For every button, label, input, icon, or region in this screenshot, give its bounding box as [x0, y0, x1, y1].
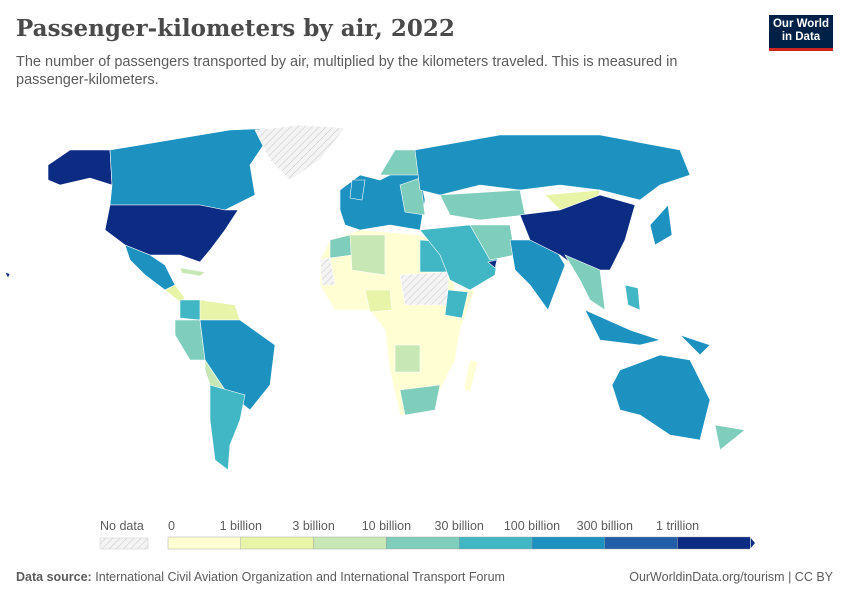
legend-no-data-swatch[interactable]: [99, 537, 149, 550]
madagascar[interactable]: [463, 359, 479, 393]
legend-bin-0[interactable]: [167, 536, 242, 550]
eastern-europe[interactable]: [399, 177, 426, 216]
data-source-text: International Civil Aviation Organizatio…: [95, 570, 505, 584]
indonesia[interactable]: [584, 309, 662, 346]
south-africa[interactable]: [399, 384, 441, 416]
legend-tick-label: 30 billion: [435, 519, 484, 533]
uae[interactable]: [487, 259, 498, 269]
legend-bin-1[interactable]: [240, 536, 314, 550]
hawaii[interactable]: [4, 271, 11, 279]
legend-tick-label: 3 billion: [292, 519, 334, 533]
legend-bin-7[interactable]: [677, 536, 751, 550]
morocco[interactable]: [329, 234, 353, 259]
legend-tick-label: 1 billion: [220, 519, 262, 533]
legend-arrow-icon: [750, 536, 756, 550]
data-source-label: Data source:: [16, 570, 92, 584]
papua-new-guinea[interactable]: [679, 334, 711, 356]
legend: No data 0 1 billion 3 billion 10 billion 30 …: [99, 519, 756, 550]
china[interactable]: [519, 194, 636, 271]
legend-tick-label: 300 billion: [577, 519, 633, 533]
subtitle: The number of passengers transported by …: [16, 54, 678, 88]
venezuela[interactable]: [199, 299, 241, 321]
algeria[interactable]: [349, 234, 386, 276]
countries: [4, 124, 746, 471]
philippines[interactable]: [624, 284, 641, 311]
united-states[interactable]: [104, 204, 239, 263]
legend-tick-label: 10 billion: [362, 519, 411, 533]
argentina[interactable]: [209, 384, 246, 471]
united-kingdom[interactable]: [349, 179, 366, 201]
japan[interactable]: [649, 204, 673, 246]
angola[interactable]: [394, 344, 421, 373]
new-zealand[interactable]: [714, 424, 746, 451]
legend-no-data-label: No data: [100, 519, 144, 533]
legend-tick-label: 100 billion: [504, 519, 560, 533]
central-america[interactable]: [164, 284, 186, 303]
footer-url[interactable]: OurWorldinData.org/tourism | CC BY: [629, 570, 833, 584]
legend-bin-2[interactable]: [313, 536, 387, 550]
data-source: Data source: International Civil Aviatio…: [16, 570, 505, 584]
legend-bin-3[interactable]: [386, 536, 460, 550]
peru[interactable]: [174, 319, 206, 361]
sudan[interactable]: [399, 271, 449, 306]
western-sahara[interactable]: [319, 257, 336, 286]
australia[interactable]: [611, 354, 711, 441]
owid-logo[interactable]: Our World in Data: [769, 15, 833, 51]
caribbean[interactable]: [179, 267, 206, 277]
russia[interactable]: [414, 134, 691, 201]
legend-bin-5[interactable]: [531, 536, 606, 550]
southeast-asia[interactable]: [564, 254, 606, 311]
alaska[interactable]: [47, 149, 113, 186]
canada[interactable]: [109, 127, 276, 211]
page-title: Passenger-kilometers by air, 2022: [16, 15, 455, 42]
legend-tick-label: 1 trillion: [656, 519, 699, 533]
legend-bin-4[interactable]: [459, 536, 533, 550]
greenland[interactable]: [254, 124, 346, 181]
ethiopia[interactable]: [444, 289, 469, 319]
legend-tick-label: 0: [168, 519, 175, 533]
nigeria[interactable]: [364, 289, 393, 313]
legend-bin-6[interactable]: [604, 536, 678, 550]
kazakhstan[interactable]: [439, 189, 526, 221]
